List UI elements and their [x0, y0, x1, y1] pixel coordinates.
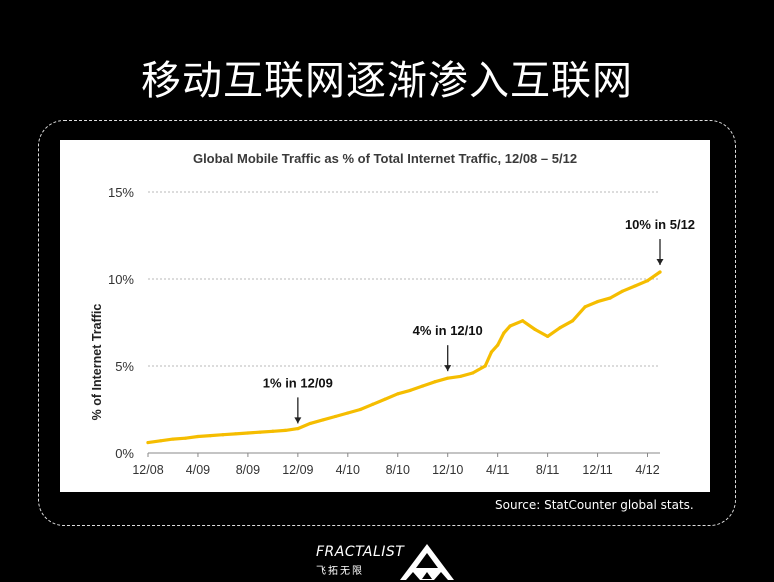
data-point — [533, 327, 537, 332]
annotation-arrowhead — [294, 417, 302, 424]
data-point — [483, 364, 487, 368]
data-point — [371, 402, 375, 406]
chart-title: Global Mobile Traffic as % of Total Inte… — [193, 151, 577, 166]
data-point — [608, 296, 612, 300]
data-point — [595, 300, 600, 304]
data-point — [283, 428, 287, 432]
data-point — [508, 324, 512, 328]
data-point — [196, 434, 200, 439]
annotation-label: 1% in 12/09 — [263, 375, 333, 390]
fractalist-logo: FRACTALIST 飞拓无限 — [316, 542, 456, 582]
data-point — [502, 331, 506, 335]
data-point — [246, 431, 250, 435]
x-tick-label: 4/09 — [186, 463, 210, 477]
x-tick-label: 12/09 — [282, 463, 313, 477]
annotation-arrowhead — [656, 259, 664, 266]
y-axis-label: % of Internet Traffic — [90, 304, 104, 421]
data-point — [446, 376, 450, 380]
data-point — [658, 270, 662, 274]
data-point — [546, 334, 550, 339]
logo-name: FRACTALIST — [316, 544, 405, 560]
data-point — [146, 440, 150, 445]
data-point — [358, 407, 362, 412]
triangle-logo-icon — [400, 544, 454, 580]
data-point — [458, 374, 462, 379]
y-tick-label: 10% — [108, 272, 134, 287]
data-point — [408, 388, 412, 392]
chart-frame — [38, 120, 736, 526]
data-point — [221, 433, 225, 437]
data-point — [158, 439, 163, 443]
data-point — [633, 284, 637, 288]
data-point — [183, 436, 188, 440]
x-tick-label: 12/08 — [132, 463, 163, 477]
data-point — [258, 430, 262, 434]
source-note: Source: StatCounter global stats. — [495, 498, 694, 512]
logo-subtitle: 飞拓无限 — [316, 566, 364, 577]
chart-svg: Global Mobile Traffic as % of Total Inte… — [90, 151, 695, 477]
y-tick-label: 0% — [115, 446, 134, 461]
chart-panel: Global Mobile Traffic as % of Total Inte… — [60, 140, 710, 492]
data-point — [645, 279, 650, 283]
y-tick-label: 15% — [108, 185, 134, 200]
annotation-arrowhead — [444, 365, 452, 372]
data-point — [433, 380, 437, 384]
x-tick-label: 8/11 — [536, 463, 559, 477]
data-point — [233, 432, 238, 436]
data-point — [421, 384, 425, 388]
x-tick-label: 12/11 — [582, 463, 612, 477]
data-point — [383, 397, 387, 401]
annotation-label: 10% in 5/12 — [625, 217, 695, 232]
x-tick-label: 4/12 — [635, 463, 659, 477]
data-point — [271, 429, 275, 433]
data-point — [321, 418, 325, 422]
data-point — [396, 392, 400, 396]
data-point — [171, 437, 175, 441]
x-tick-label: 4/11 — [486, 463, 509, 477]
x-tick-label: 12/10 — [432, 463, 463, 477]
series-line — [146, 270, 662, 445]
x-tick-label: 4/10 — [336, 463, 360, 477]
annotation-label: 4% in 12/10 — [413, 323, 483, 338]
slide-title: 移动互联网逐渐渗入互联网 — [141, 58, 633, 104]
data-point — [558, 326, 562, 330]
data-point — [570, 319, 575, 323]
data-point — [296, 427, 300, 431]
data-point — [346, 411, 350, 415]
data-point — [620, 289, 625, 293]
y-tick-label: 5% — [115, 359, 134, 374]
data-point — [208, 434, 213, 438]
x-tick-label: 8/09 — [236, 463, 260, 477]
data-point — [471, 371, 475, 375]
x-tick-label: 8/10 — [386, 463, 410, 477]
data-point — [489, 350, 494, 354]
data-point — [521, 319, 525, 323]
data-point — [308, 421, 312, 426]
data-point — [496, 343, 500, 347]
data-point — [333, 414, 337, 419]
data-point — [583, 305, 587, 309]
